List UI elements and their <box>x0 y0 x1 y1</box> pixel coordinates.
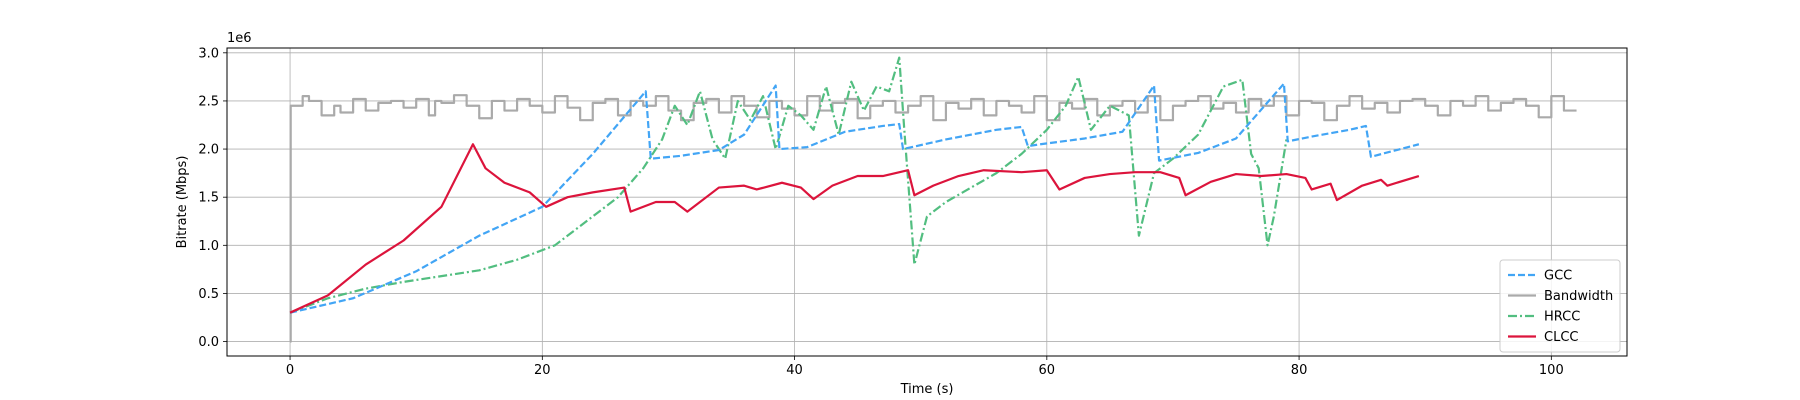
series-line-bandwidth <box>289 94 1577 343</box>
x-axis-label: Time (s) <box>900 382 954 397</box>
y-tick-label: 2.5 <box>198 94 219 109</box>
series-line-clcc <box>289 143 1420 314</box>
legend-label-gcc: GCC <box>1544 269 1572 284</box>
x-tick-label: 100 <box>1539 363 1564 378</box>
y-offset-label: 1e6 <box>227 31 252 46</box>
series-line-gcc <box>289 82 1420 314</box>
y-tick-label: 1.0 <box>198 239 219 254</box>
plot-frame <box>226 47 1628 357</box>
legend-label-hrcc: HRCC <box>1544 310 1580 325</box>
grid-lines <box>227 48 1627 356</box>
x-tick-label: 40 <box>786 363 803 378</box>
y-axis-label: Bitrate (Mbps) <box>175 156 190 249</box>
y-tick-label: 0.0 <box>198 335 219 350</box>
legend-label-clcc: CLCC <box>1544 330 1578 345</box>
x-tick-label: 80 <box>1291 363 1308 378</box>
legend: GCC Bandwidth HRCC CLCC <box>1499 259 1621 353</box>
y-axis: 0.0 0.5 1.0 1.5 2.0 2.5 3.0 <box>198 46 227 350</box>
y-tick-label: 2.0 <box>198 143 219 158</box>
x-tick-label: 60 <box>1039 363 1056 378</box>
y-tick-label: 0.5 <box>198 287 219 302</box>
x-tick-label: 20 <box>534 363 551 378</box>
x-tick-label: 0 <box>286 363 294 378</box>
legend-box <box>1499 259 1621 353</box>
y-tick-label: 3.0 <box>198 46 219 61</box>
legend-label-bandwidth: Bandwidth <box>1544 289 1613 304</box>
y-tick-label: 1.5 <box>198 191 219 206</box>
series-layer <box>289 56 1577 343</box>
x-axis: 0 20 40 60 80 100 <box>286 356 1564 378</box>
